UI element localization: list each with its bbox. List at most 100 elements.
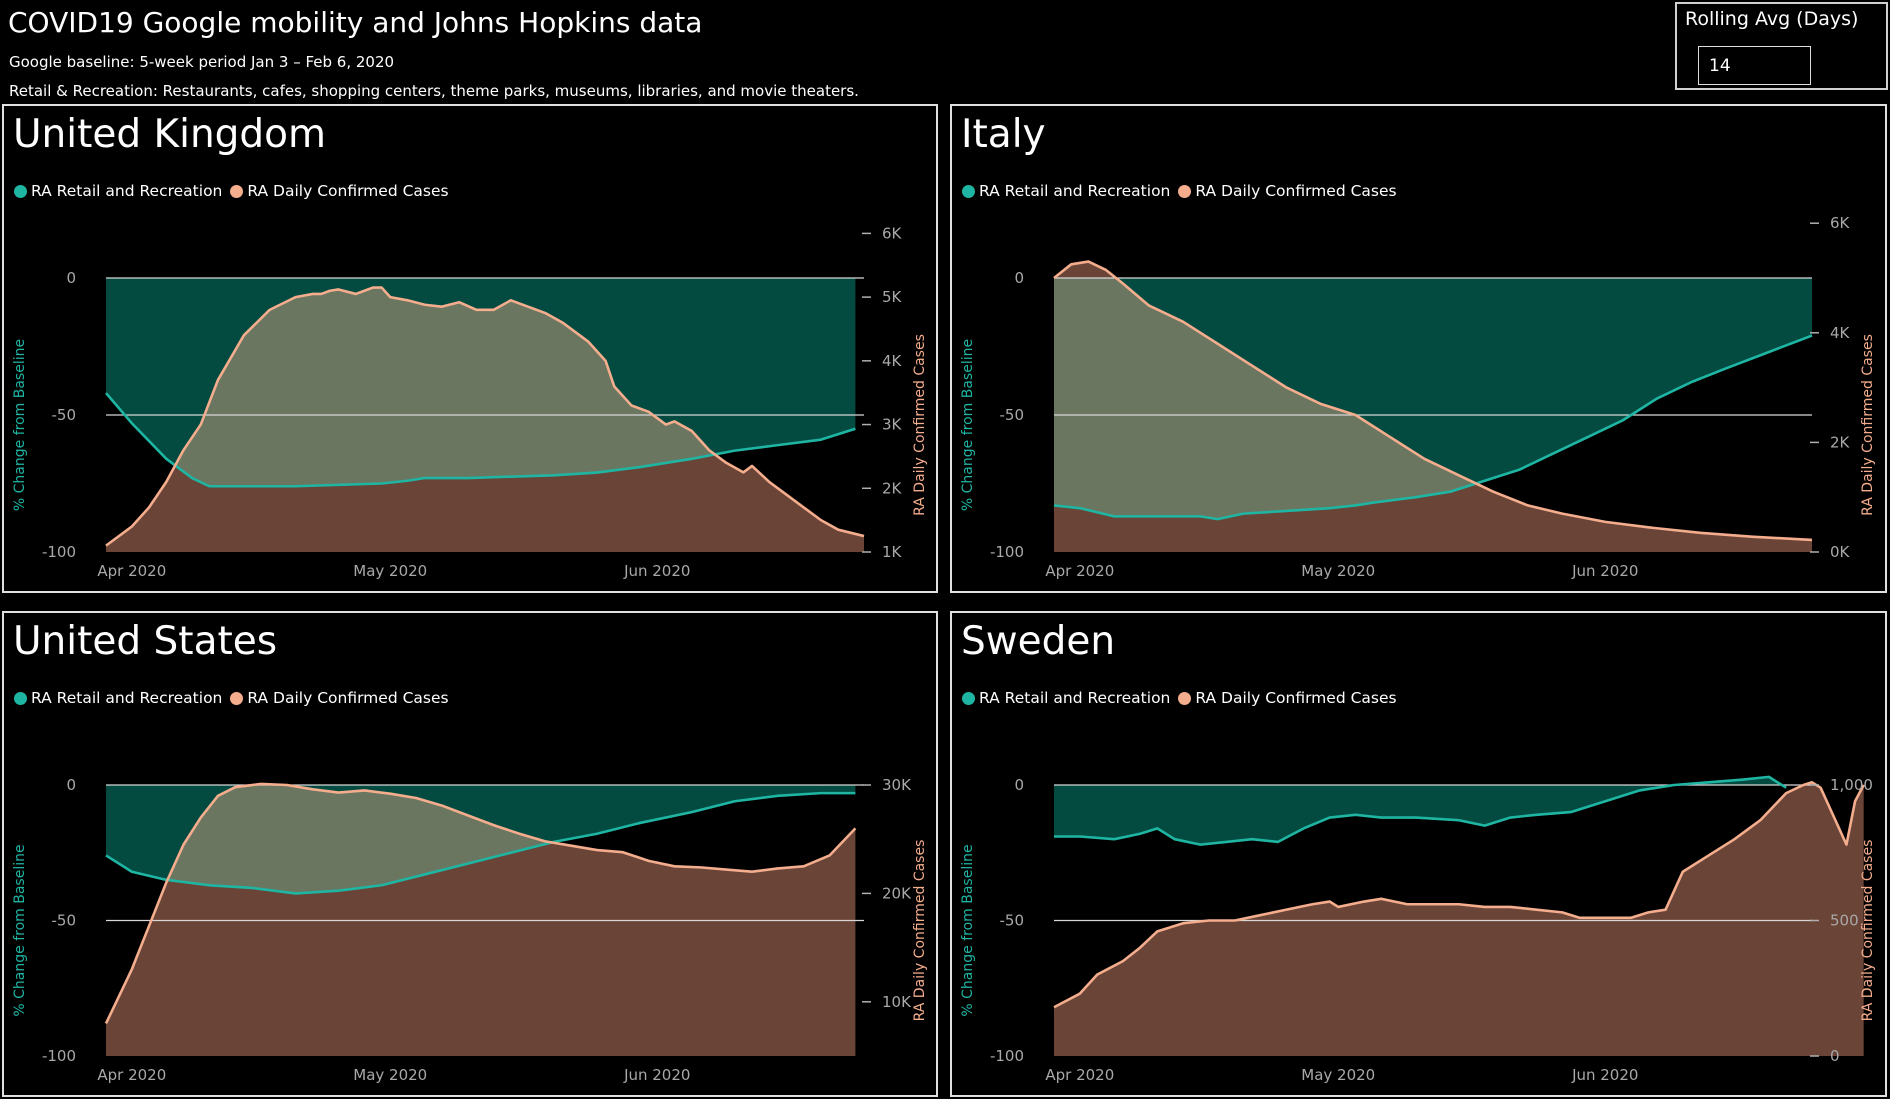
x-tick-label: May 2020 xyxy=(353,562,427,580)
y-right-tick-label: 4K xyxy=(882,352,903,370)
y-left-tick-label: 0 xyxy=(1014,269,1024,287)
legend-label-cases: RA Daily Confirmed Cases xyxy=(247,689,449,707)
y-left-tick-label: -50 xyxy=(1000,406,1025,424)
legend-item-cases[interactable]: RA Daily Confirmed Cases xyxy=(1178,182,1397,200)
x-tick-label: May 2020 xyxy=(1301,1066,1375,1084)
y-left-axis-title: % Change from Baseline xyxy=(12,339,28,511)
y-left-tick-label: -100 xyxy=(990,1047,1024,1065)
legend-dot-retail-icon xyxy=(14,184,27,198)
y-right-tick-label: 1,000 xyxy=(1830,776,1873,794)
y-right-tick-label: 20K xyxy=(882,884,912,902)
legend-label-cases: RA Daily Confirmed Cases xyxy=(247,182,449,200)
legend-item-cases[interactable]: RA Daily Confirmed Cases xyxy=(230,689,449,707)
retail-line[interactable] xyxy=(1053,334,1813,521)
y-right-axis-title: RA Daily Confirmed Cases xyxy=(1860,840,1876,1022)
rolling-avg-slicer: Rolling Avg (Days) xyxy=(1675,2,1888,90)
y-right-tick-label: 0 xyxy=(1830,1047,1840,1065)
y-left-tick-label: 0 xyxy=(66,776,76,794)
legend-item-retail[interactable]: RA Retail and Recreation xyxy=(14,689,222,707)
legend-item-cases[interactable]: RA Daily Confirmed Cases xyxy=(230,182,449,200)
y-right-axis-title: RA Daily Confirmed Cases xyxy=(912,334,928,516)
y-right-tick-label: 4K xyxy=(1830,324,1851,342)
y-left-tick-label: -50 xyxy=(52,912,77,930)
y-right-tick-label: 30K xyxy=(882,776,912,794)
y-left-axis-title: % Change from Baseline xyxy=(960,339,976,511)
legend-label-retail: RA Retail and Recreation xyxy=(31,182,223,200)
y-right-tick-label: 500 xyxy=(1830,912,1859,930)
x-tick-label: May 2020 xyxy=(1301,562,1375,580)
chart-legend: RA Retail and Recreation RA Daily Confir… xyxy=(14,689,457,707)
x-tick-label: Jun 2020 xyxy=(1571,1066,1638,1084)
rolling-avg-input[interactable] xyxy=(1698,46,1811,85)
cases-line[interactable] xyxy=(1053,260,1813,542)
cases-area xyxy=(1054,782,1864,1056)
legend-item-retail[interactable]: RA Retail and Recreation xyxy=(14,182,222,200)
chart-legend: RA Retail and Recreation RA Daily Confir… xyxy=(962,182,1405,200)
x-tick-label: May 2020 xyxy=(353,1066,427,1084)
chart-panel-united-states: United States RA Retail and Recreation R… xyxy=(2,611,938,1097)
cases-line[interactable] xyxy=(1053,780,1865,1009)
y-left-axis-title: % Change from Baseline xyxy=(960,844,976,1016)
legend-label-cases: RA Daily Confirmed Cases xyxy=(1195,689,1397,707)
chart-plot[interactable]: 0 -50 -100 0 500 1,000 Apr 2020 May 2020 Jun 202… xyxy=(952,613,1889,1099)
legend-label-retail: RA Retail and Recreation xyxy=(979,182,1171,200)
chart-panel-united-kingdom: United Kingdom RA Retail and Recreation … xyxy=(2,104,938,593)
cases-line[interactable] xyxy=(105,286,865,547)
retail-area xyxy=(1054,776,1787,845)
retail-line[interactable] xyxy=(1054,775,1787,846)
x-tick-label: Apr 2020 xyxy=(97,1066,166,1084)
y-left-tick-label: -50 xyxy=(1000,912,1025,930)
chart-plot[interactable]: 0 -50 -100 0K 2K 4K 6K Apr 2020 May 2020 Jun 2020… xyxy=(952,106,1889,595)
x-tick-label: Apr 2020 xyxy=(1045,1066,1114,1084)
y-right-tick-label: 1K xyxy=(882,543,903,561)
y-left-tick-label: -100 xyxy=(990,543,1024,561)
page-title: COVID19 Google mobility and Johns Hopkin… xyxy=(8,6,703,39)
legend-label-retail: RA Retail and Recreation xyxy=(31,689,223,707)
legend-dot-retail-icon xyxy=(962,184,975,198)
legend-dot-cases-icon xyxy=(1178,184,1192,198)
y-left-tick-label: -50 xyxy=(52,406,77,424)
y-left-tick-label: 0 xyxy=(66,269,76,287)
legend-dot-retail-icon xyxy=(14,691,27,705)
chart-legend: RA Retail and Recreation RA Daily Confir… xyxy=(14,182,457,200)
y-left-axis-title: % Change from Baseline xyxy=(12,844,28,1016)
retail-line[interactable] xyxy=(105,392,856,488)
y-right-tick-label: 2K xyxy=(1830,433,1851,451)
rolling-avg-label: Rolling Avg (Days) xyxy=(1685,8,1859,30)
retail-line[interactable] xyxy=(105,791,856,895)
legend-label-retail: RA Retail and Recreation xyxy=(979,689,1171,707)
legend-dot-cases-icon xyxy=(230,184,244,198)
page-subtitle: Google baseline: 5-week period Jan 3 – F… xyxy=(9,53,395,71)
legend-dot-cases-icon xyxy=(1178,691,1192,705)
legend-item-cases[interactable]: RA Daily Confirmed Cases xyxy=(1178,689,1397,707)
legend-dot-cases-icon xyxy=(230,691,244,705)
y-left-tick-label: 0 xyxy=(1014,776,1024,794)
chart-title: Sweden xyxy=(961,619,1116,664)
x-tick-label: Apr 2020 xyxy=(1045,562,1114,580)
y-right-tick-label: 2K xyxy=(882,479,903,497)
chart-plot[interactable]: 0 -50 -100 10K 20K 30K Apr 2020 May 2020 Jun 202… xyxy=(4,613,940,1099)
y-left-tick-label: -100 xyxy=(42,543,76,561)
y-right-tick-label: 10K xyxy=(882,993,912,1011)
y-right-tick-label: 6K xyxy=(882,224,903,242)
chart-title: Italy xyxy=(961,112,1046,157)
y-right-tick-label: 0K xyxy=(1830,543,1851,561)
chart-panel-sweden: Sweden RA Retail and Recreation RA Daily… xyxy=(950,611,1887,1097)
chart-plot[interactable]: 0 -50 -100 1K 2K 3K 4K 5K 6K Apr 2020 May 2020 Jun … xyxy=(4,106,940,595)
chart-panel-italy: Italy RA Retail and Recreation RA Daily … xyxy=(950,104,1887,593)
legend-item-retail[interactable]: RA Retail and Recreation xyxy=(962,689,1170,707)
y-right-tick-label: 6K xyxy=(1830,214,1851,232)
y-right-axis-title: RA Daily Confirmed Cases xyxy=(1860,334,1876,516)
x-tick-label: Jun 2020 xyxy=(623,562,690,580)
chart-title: United Kingdom xyxy=(13,112,327,157)
x-tick-label: Jun 2020 xyxy=(1571,562,1638,580)
legend-item-retail[interactable]: RA Retail and Recreation xyxy=(962,182,1170,200)
page-description: Retail & Recreation: Restaurants, cafes,… xyxy=(9,82,859,100)
legend-label-cases: RA Daily Confirmed Cases xyxy=(1195,182,1397,200)
chart-legend: RA Retail and Recreation RA Daily Confir… xyxy=(962,689,1405,707)
x-tick-label: Apr 2020 xyxy=(97,562,166,580)
cases-line[interactable] xyxy=(104,782,857,1025)
x-tick-label: Jun 2020 xyxy=(623,1066,690,1084)
chart-title: United States xyxy=(13,619,278,664)
y-right-tick-label: 5K xyxy=(882,288,903,306)
